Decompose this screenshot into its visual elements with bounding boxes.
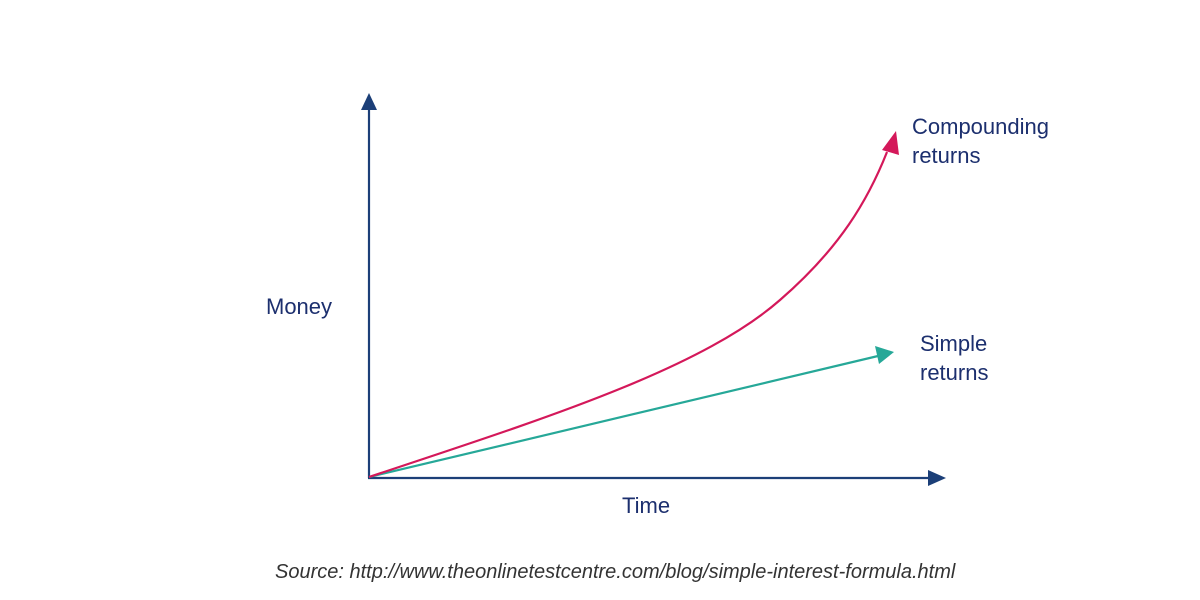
- simple-returns-arrowhead: [875, 346, 894, 364]
- simple-returns-line: [368, 346, 894, 479]
- x-axis-label: Time: [622, 493, 670, 518]
- compounding-returns-label-line1: Compounding: [912, 114, 1049, 139]
- compounding-returns-label-line2: returns: [912, 143, 980, 168]
- x-axis: [368, 470, 946, 486]
- y-axis-arrowhead: [361, 93, 377, 110]
- compounding-returns-path: [368, 151, 889, 479]
- compounding-returns-arrowhead: [882, 131, 899, 155]
- compounding-returns-curve: [368, 131, 899, 479]
- simple-returns-label-line2: returns: [920, 360, 988, 385]
- x-axis-arrowhead: [928, 470, 946, 486]
- source-citation: Source: http://www.theonlinetestcentre.c…: [275, 561, 956, 583]
- simple-returns-label-line1: Simple: [920, 331, 987, 356]
- y-axis-label: Money: [266, 294, 332, 319]
- y-axis: [361, 93, 377, 478]
- simple-returns-path: [368, 354, 879, 479]
